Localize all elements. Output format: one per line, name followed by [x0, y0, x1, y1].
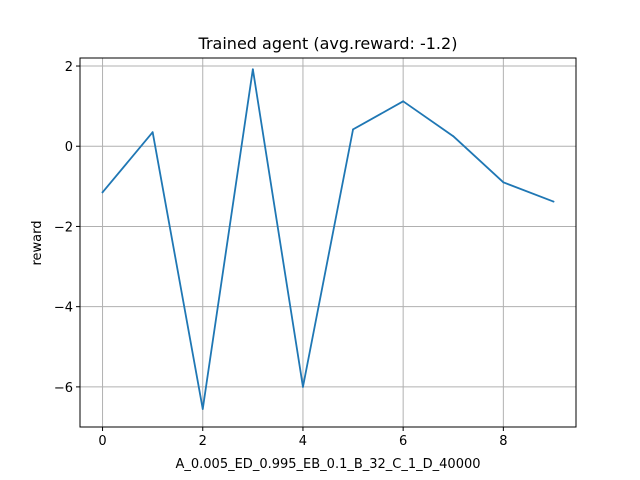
data-point [452, 135, 455, 138]
x-axis-label: A_0.005_ED_0.995_EB_0.1_B_32_C_1_D_40000 [175, 457, 480, 472]
x-tick-label: 2 [199, 434, 207, 449]
y-tick-label: −4 [54, 301, 73, 316]
plot-area-frame [79, 57, 577, 428]
data-point [402, 100, 405, 103]
data-point [302, 385, 304, 388]
y-tick-label: 2 [65, 60, 73, 75]
data-point [101, 191, 104, 194]
chart-title: Trained agent (avg.reward: -1.2) [198, 34, 458, 53]
series-group [101, 68, 555, 410]
data-point [201, 408, 204, 410]
data-point [502, 181, 505, 184]
data-point [352, 128, 354, 131]
x-tick-label: 8 [499, 434, 507, 449]
data-point [251, 68, 254, 71]
y-tick-label: −2 [54, 220, 73, 235]
x-tick-label: 6 [399, 434, 407, 449]
y-tick-label: 0 [65, 140, 73, 155]
data-point [552, 200, 555, 203]
y-axis-label: reward [30, 220, 45, 265]
axis-ticks: 0 2 4 6 8 2 0 −2 −4 −6 [54, 60, 508, 449]
y-tick-label: −6 [54, 381, 73, 396]
x-tick-label: 0 [98, 434, 106, 449]
data-point [151, 131, 154, 134]
series-line [101, 68, 555, 410]
grid [80, 58, 576, 427]
x-tick-label: 4 [299, 434, 307, 449]
